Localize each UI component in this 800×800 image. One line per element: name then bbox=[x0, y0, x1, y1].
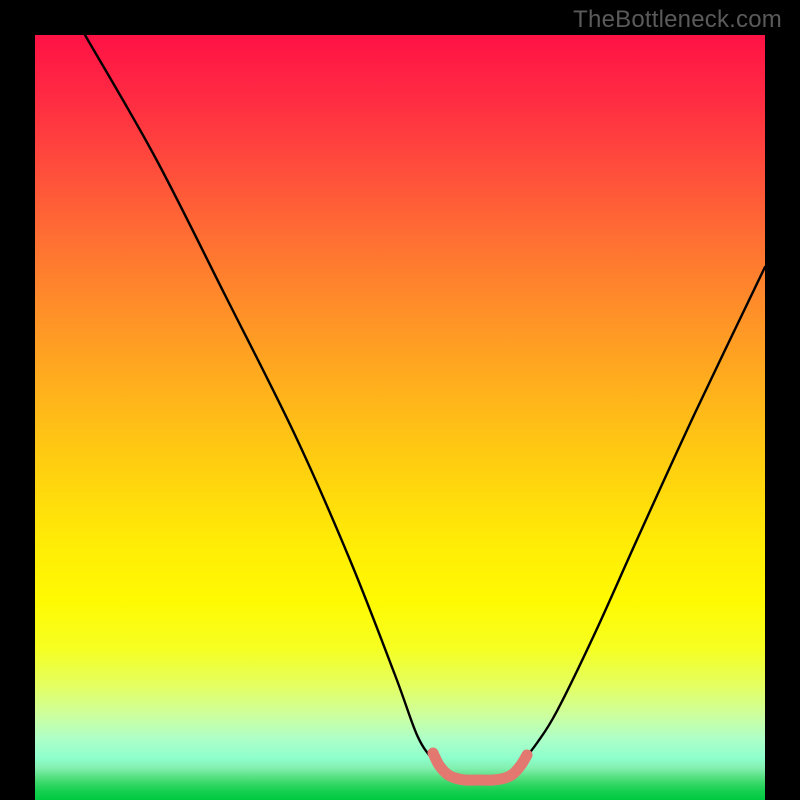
watermark-text: TheBottleneck.com bbox=[573, 6, 782, 34]
chart-frame: TheBottleneck.com bbox=[0, 0, 800, 800]
minimum-highlight bbox=[433, 753, 527, 780]
curve-layer bbox=[35, 35, 765, 800]
plot-area bbox=[35, 35, 765, 800]
bottleneck-curve bbox=[85, 35, 765, 779]
